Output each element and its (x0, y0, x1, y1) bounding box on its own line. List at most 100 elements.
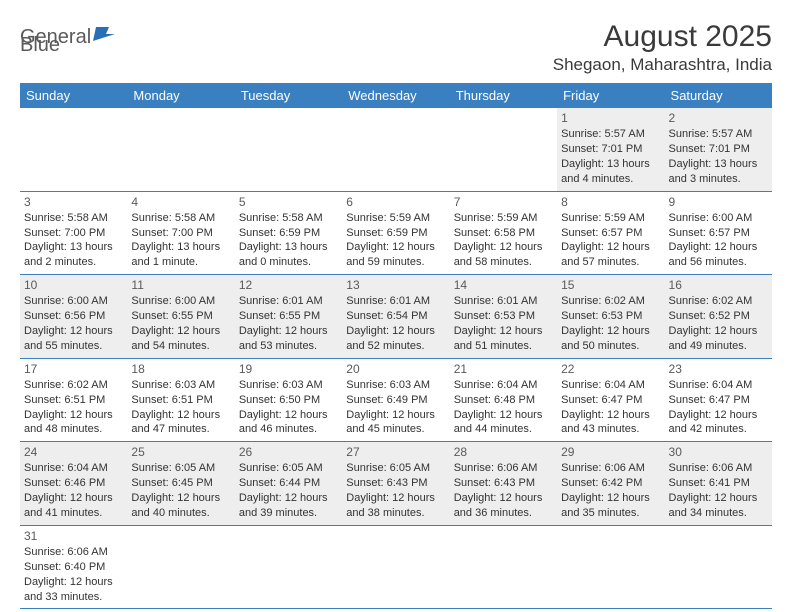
sunset-text: Sunset: 7:00 PM (131, 226, 230, 241)
daylight-text: Daylight: 12 hours and 43 minutes. (561, 408, 660, 438)
daylight-text: Daylight: 12 hours and 58 minutes. (454, 240, 553, 270)
sunrise-text: Sunrise: 6:04 AM (24, 461, 123, 476)
sunrise-text: Sunrise: 6:06 AM (669, 461, 768, 476)
calendar-cell: 21Sunrise: 6:04 AMSunset: 6:48 PMDayligh… (450, 358, 557, 442)
calendar-row: 31Sunrise: 6:06 AMSunset: 6:40 PMDayligh… (20, 525, 772, 609)
calendar-cell: 8Sunrise: 5:59 AMSunset: 6:57 PMDaylight… (557, 191, 664, 275)
sunset-text: Sunset: 6:49 PM (346, 393, 445, 408)
flag-icon (93, 26, 115, 49)
calendar-cell: 24Sunrise: 6:04 AMSunset: 6:46 PMDayligh… (20, 442, 127, 526)
calendar-cell: 4Sunrise: 5:58 AMSunset: 7:00 PMDaylight… (127, 191, 234, 275)
day-number: 7 (454, 194, 553, 210)
daylight-text: Daylight: 12 hours and 45 minutes. (346, 408, 445, 438)
day-number: 4 (131, 194, 230, 210)
daylight-text: Daylight: 12 hours and 46 minutes. (239, 408, 338, 438)
weekday-header: Monday (127, 83, 234, 108)
sunset-text: Sunset: 6:54 PM (346, 309, 445, 324)
day-number: 31 (24, 528, 123, 544)
day-number: 15 (561, 277, 660, 293)
calendar-cell (127, 525, 234, 609)
daylight-text: Daylight: 12 hours and 35 minutes. (561, 491, 660, 521)
sunset-text: Sunset: 6:52 PM (669, 309, 768, 324)
day-number: 1 (561, 110, 660, 126)
title-block: August 2025 Shegaon, Maharashtra, India (553, 20, 772, 75)
daylight-text: Daylight: 13 hours and 2 minutes. (24, 240, 123, 270)
weekday-header: Thursday (450, 83, 557, 108)
day-number: 25 (131, 444, 230, 460)
sunrise-text: Sunrise: 5:57 AM (561, 127, 660, 142)
calendar-cell: 13Sunrise: 6:01 AMSunset: 6:54 PMDayligh… (342, 275, 449, 359)
calendar-cell: 17Sunrise: 6:02 AMSunset: 6:51 PMDayligh… (20, 358, 127, 442)
sunrise-text: Sunrise: 6:04 AM (669, 378, 768, 393)
day-number: 8 (561, 194, 660, 210)
calendar-cell: 10Sunrise: 6:00 AMSunset: 6:56 PMDayligh… (20, 275, 127, 359)
sunrise-text: Sunrise: 5:59 AM (561, 211, 660, 226)
calendar-cell: 22Sunrise: 6:04 AMSunset: 6:47 PMDayligh… (557, 358, 664, 442)
daylight-text: Daylight: 12 hours and 47 minutes. (131, 408, 230, 438)
sunset-text: Sunset: 6:47 PM (561, 393, 660, 408)
month-title: August 2025 (553, 20, 772, 53)
calendar-cell (450, 525, 557, 609)
header: General August 2025 Shegaon, Maharashtra… (20, 20, 772, 75)
calendar-cell: 30Sunrise: 6:06 AMSunset: 6:41 PMDayligh… (665, 442, 772, 526)
day-number: 20 (346, 361, 445, 377)
location: Shegaon, Maharashtra, India (553, 55, 772, 75)
sunset-text: Sunset: 7:00 PM (24, 226, 123, 241)
day-number: 12 (239, 277, 338, 293)
sunset-text: Sunset: 6:51 PM (24, 393, 123, 408)
sunrise-text: Sunrise: 6:02 AM (561, 294, 660, 309)
calendar-row: 17Sunrise: 6:02 AMSunset: 6:51 PMDayligh… (20, 358, 772, 442)
sunrise-text: Sunrise: 6:01 AM (346, 294, 445, 309)
calendar-cell: 6Sunrise: 5:59 AMSunset: 6:59 PMDaylight… (342, 191, 449, 275)
sunrise-text: Sunrise: 5:58 AM (239, 211, 338, 226)
daylight-text: Daylight: 12 hours and 59 minutes. (346, 240, 445, 270)
calendar-cell (127, 108, 234, 191)
day-number: 24 (24, 444, 123, 460)
daylight-text: Daylight: 12 hours and 41 minutes. (24, 491, 123, 521)
day-number: 28 (454, 444, 553, 460)
sunset-text: Sunset: 6:56 PM (24, 309, 123, 324)
sunrise-text: Sunrise: 5:58 AM (131, 211, 230, 226)
sunset-text: Sunset: 6:57 PM (669, 226, 768, 241)
sunset-text: Sunset: 6:43 PM (346, 476, 445, 491)
calendar-cell: 25Sunrise: 6:05 AMSunset: 6:45 PMDayligh… (127, 442, 234, 526)
daylight-text: Daylight: 12 hours and 40 minutes. (131, 491, 230, 521)
calendar-cell: 3Sunrise: 5:58 AMSunset: 7:00 PMDaylight… (20, 191, 127, 275)
sunrise-text: Sunrise: 6:05 AM (239, 461, 338, 476)
calendar-cell: 29Sunrise: 6:06 AMSunset: 6:42 PMDayligh… (557, 442, 664, 526)
sunset-text: Sunset: 6:53 PM (561, 309, 660, 324)
calendar-row: 24Sunrise: 6:04 AMSunset: 6:46 PMDayligh… (20, 442, 772, 526)
sunrise-text: Sunrise: 6:06 AM (454, 461, 553, 476)
day-number: 11 (131, 277, 230, 293)
day-number: 17 (24, 361, 123, 377)
calendar-row: 1Sunrise: 5:57 AMSunset: 7:01 PMDaylight… (20, 108, 772, 191)
day-number: 2 (669, 110, 768, 126)
sunrise-text: Sunrise: 5:58 AM (24, 211, 123, 226)
calendar-cell: 7Sunrise: 5:59 AMSunset: 6:58 PMDaylight… (450, 191, 557, 275)
sunrise-text: Sunrise: 6:01 AM (239, 294, 338, 309)
sunrise-text: Sunrise: 6:04 AM (454, 378, 553, 393)
calendar-cell: 2Sunrise: 5:57 AMSunset: 7:01 PMDaylight… (665, 108, 772, 191)
daylight-text: Daylight: 12 hours and 52 minutes. (346, 324, 445, 354)
daylight-text: Daylight: 12 hours and 51 minutes. (454, 324, 553, 354)
calendar-cell: 5Sunrise: 5:58 AMSunset: 6:59 PMDaylight… (235, 191, 342, 275)
sunrise-text: Sunrise: 6:03 AM (239, 378, 338, 393)
sunset-text: Sunset: 6:55 PM (131, 309, 230, 324)
daylight-text: Daylight: 12 hours and 34 minutes. (669, 491, 768, 521)
calendar-cell (20, 108, 127, 191)
sunset-text: Sunset: 6:50 PM (239, 393, 338, 408)
sunset-text: Sunset: 6:48 PM (454, 393, 553, 408)
weekday-header: Wednesday (342, 83, 449, 108)
day-number: 3 (24, 194, 123, 210)
day-number: 13 (346, 277, 445, 293)
sunset-text: Sunset: 6:43 PM (454, 476, 553, 491)
sunrise-text: Sunrise: 6:04 AM (561, 378, 660, 393)
daylight-text: Daylight: 13 hours and 4 minutes. (561, 157, 660, 187)
day-number: 27 (346, 444, 445, 460)
sunrise-text: Sunrise: 5:59 AM (346, 211, 445, 226)
calendar-cell: 15Sunrise: 6:02 AMSunset: 6:53 PMDayligh… (557, 275, 664, 359)
sunrise-text: Sunrise: 6:02 AM (669, 294, 768, 309)
day-number: 16 (669, 277, 768, 293)
calendar-cell: 14Sunrise: 6:01 AMSunset: 6:53 PMDayligh… (450, 275, 557, 359)
sunset-text: Sunset: 6:46 PM (24, 476, 123, 491)
